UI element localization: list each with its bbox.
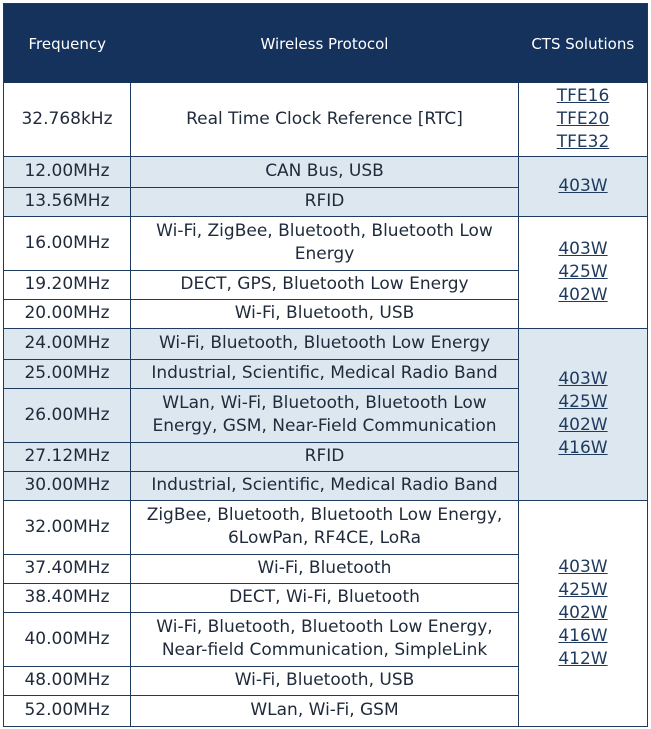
frequency-cell: 19.20MHz	[3, 270, 131, 300]
frequency-table: Frequency Wireless Protocol CTS Solution…	[3, 3, 648, 727]
solution-link-425w[interactable]: 425W	[558, 579, 608, 600]
frequency-cell: 38.40MHz	[3, 583, 131, 613]
solution-link-416w[interactable]: 416W	[558, 438, 608, 458]
table-header: Frequency Wireless Protocol CTS Solution…	[3, 3, 648, 83]
solutions-cell: 403W 425W 402W 416W	[518, 328, 648, 501]
solution-link-403w[interactable]: 403W	[558, 175, 608, 196]
protocol-cell: WLan, Wi-Fi, Bluetooth, Bluetooth Low En…	[130, 388, 519, 443]
table-row: 12.00MHz CAN Bus, USB 403W	[3, 156, 648, 217]
frequency-cell: 37.40MHz	[3, 554, 131, 584]
frequency-cell: 12.00MHz	[3, 156, 131, 188]
protocol-cell: WLan, Wi-Fi, GSM	[130, 695, 519, 727]
table-row: 13.56MHz RFID	[3, 187, 648, 217]
protocol-cell: Wi-Fi, Bluetooth, Bluetooth Low Energy	[130, 328, 519, 360]
frequency-cell: 32.00MHz	[3, 500, 131, 555]
solution-link-403w[interactable]: 403W	[558, 238, 608, 259]
table-row: 40.00MHz Wi-Fi, Bluetooth, Bluetooth Low …	[3, 612, 648, 667]
frequency-cell: 25.00MHz	[3, 359, 131, 389]
table-row: 27.12MHz RFID	[3, 442, 648, 472]
protocol-cell: Industrial, Scientific, Medical Radio Ba…	[130, 471, 519, 501]
table-row: 24.00MHz Wi-Fi, Bluetooth, Bluetooth Low …	[3, 328, 648, 501]
solution-link-412w[interactable]: 412W	[558, 648, 608, 669]
solution-link-416w[interactable]: 416W	[558, 625, 608, 646]
protocol-cell: ZigBee, Bluetooth, Bluetooth Low Energy,…	[130, 500, 519, 555]
header-solutions: CTS Solutions	[518, 3, 648, 83]
protocol-cell: Wi-Fi, ZigBee, Bluetooth, Bluetooth Low …	[130, 216, 519, 271]
solution-link-403w[interactable]: 403W	[558, 369, 608, 389]
frequency-cell: 27.12MHz	[3, 442, 131, 472]
protocol-cell: Wi-Fi, Bluetooth, USB	[130, 299, 519, 329]
solution-link-402w[interactable]: 402W	[558, 284, 608, 305]
frequency-cell: 20.00MHz	[3, 299, 131, 329]
frequency-cell: 32.768kHz	[3, 83, 131, 157]
header-protocol: Wireless Protocol	[130, 3, 519, 83]
header-frequency: Frequency	[3, 3, 131, 83]
table-row: 38.40MHz DECT, Wi-Fi, Bluetooth	[3, 583, 648, 613]
frequency-cell: 13.56MHz	[3, 187, 131, 217]
table-row: 16.00MHz Wi-Fi, ZigBee, Bluetooth, Blueto…	[3, 216, 648, 329]
protocol-cell: Wi-Fi, Bluetooth	[130, 554, 519, 584]
solution-link-403w[interactable]: 403W	[558, 556, 608, 577]
solution-link-402w[interactable]: 402W	[558, 415, 608, 435]
solutions-cell: TFE16 TFE20 TFE32	[518, 83, 648, 157]
frequency-cell: 48.00MHz	[3, 666, 131, 696]
solution-link-402w[interactable]: 402W	[558, 602, 608, 623]
table-row: 52.00MHz WLan, Wi-Fi, GSM	[3, 695, 648, 727]
frequency-cell: 52.00MHz	[3, 695, 131, 727]
table-row: 32.768kHz Real Time Clock Reference [RTC]…	[3, 83, 648, 157]
frequency-cell: 24.00MHz	[3, 328, 131, 360]
protocol-cell: RFID	[130, 187, 519, 217]
frequency-cell: 30.00MHz	[3, 471, 131, 501]
protocol-cell: Wi-Fi, Bluetooth, Bluetooth Low Energy, …	[130, 612, 519, 667]
protocol-cell: DECT, GPS, Bluetooth Low Energy	[130, 270, 519, 300]
protocol-cell: Wi-Fi, Bluetooth, USB	[130, 666, 519, 696]
solutions-cell: 403W 425W 402W	[518, 216, 648, 329]
solutions-cell: 403W 425W 402W 416W 412W	[518, 500, 648, 727]
table-row: 48.00MHz Wi-Fi, Bluetooth, USB	[3, 666, 648, 696]
protocol-cell: Real Time Clock Reference [RTC]	[130, 83, 519, 157]
table-row: 19.20MHz DECT, GPS, Bluetooth Low Energy	[3, 270, 648, 300]
solution-link-tfe32[interactable]: TFE32	[556, 131, 610, 152]
table-row: 37.40MHz Wi-Fi, Bluetooth	[3, 554, 648, 584]
protocol-cell: DECT, Wi-Fi, Bluetooth	[130, 583, 519, 613]
solutions-cell: 403W	[518, 156, 648, 217]
header-row: Frequency Wireless Protocol CTS Solution…	[3, 3, 648, 83]
table-row: 30.00MHz Industrial, Scientific, Medical …	[3, 471, 648, 501]
table-row: 20.00MHz Wi-Fi, Bluetooth, USB	[3, 299, 648, 329]
table-row: 25.00MHz Industrial, Scientific, Medical …	[3, 359, 648, 389]
solution-link-425w[interactable]: 425W	[558, 261, 608, 282]
frequency-cell: 16.00MHz	[3, 216, 131, 271]
solution-link-tfe16[interactable]: TFE16	[556, 85, 610, 106]
table-body: 32.768kHz Real Time Clock Reference [RTC]…	[3, 83, 648, 727]
frequency-cell: 26.00MHz	[3, 388, 131, 443]
solution-link-tfe20[interactable]: TFE20	[556, 108, 610, 129]
table-row: 32.00MHz ZigBee, Bluetooth, Bluetooth Low…	[3, 500, 648, 727]
solution-link-425w[interactable]: 425W	[558, 392, 608, 412]
protocol-cell: RFID	[130, 442, 519, 472]
frequency-cell: 40.00MHz	[3, 612, 131, 667]
protocol-cell: CAN Bus, USB	[130, 156, 519, 188]
table-row: 26.00MHz WLan, Wi-Fi, Bluetooth, Bluetoot…	[3, 388, 648, 443]
protocol-cell: Industrial, Scientific, Medical Radio Ba…	[130, 359, 519, 389]
